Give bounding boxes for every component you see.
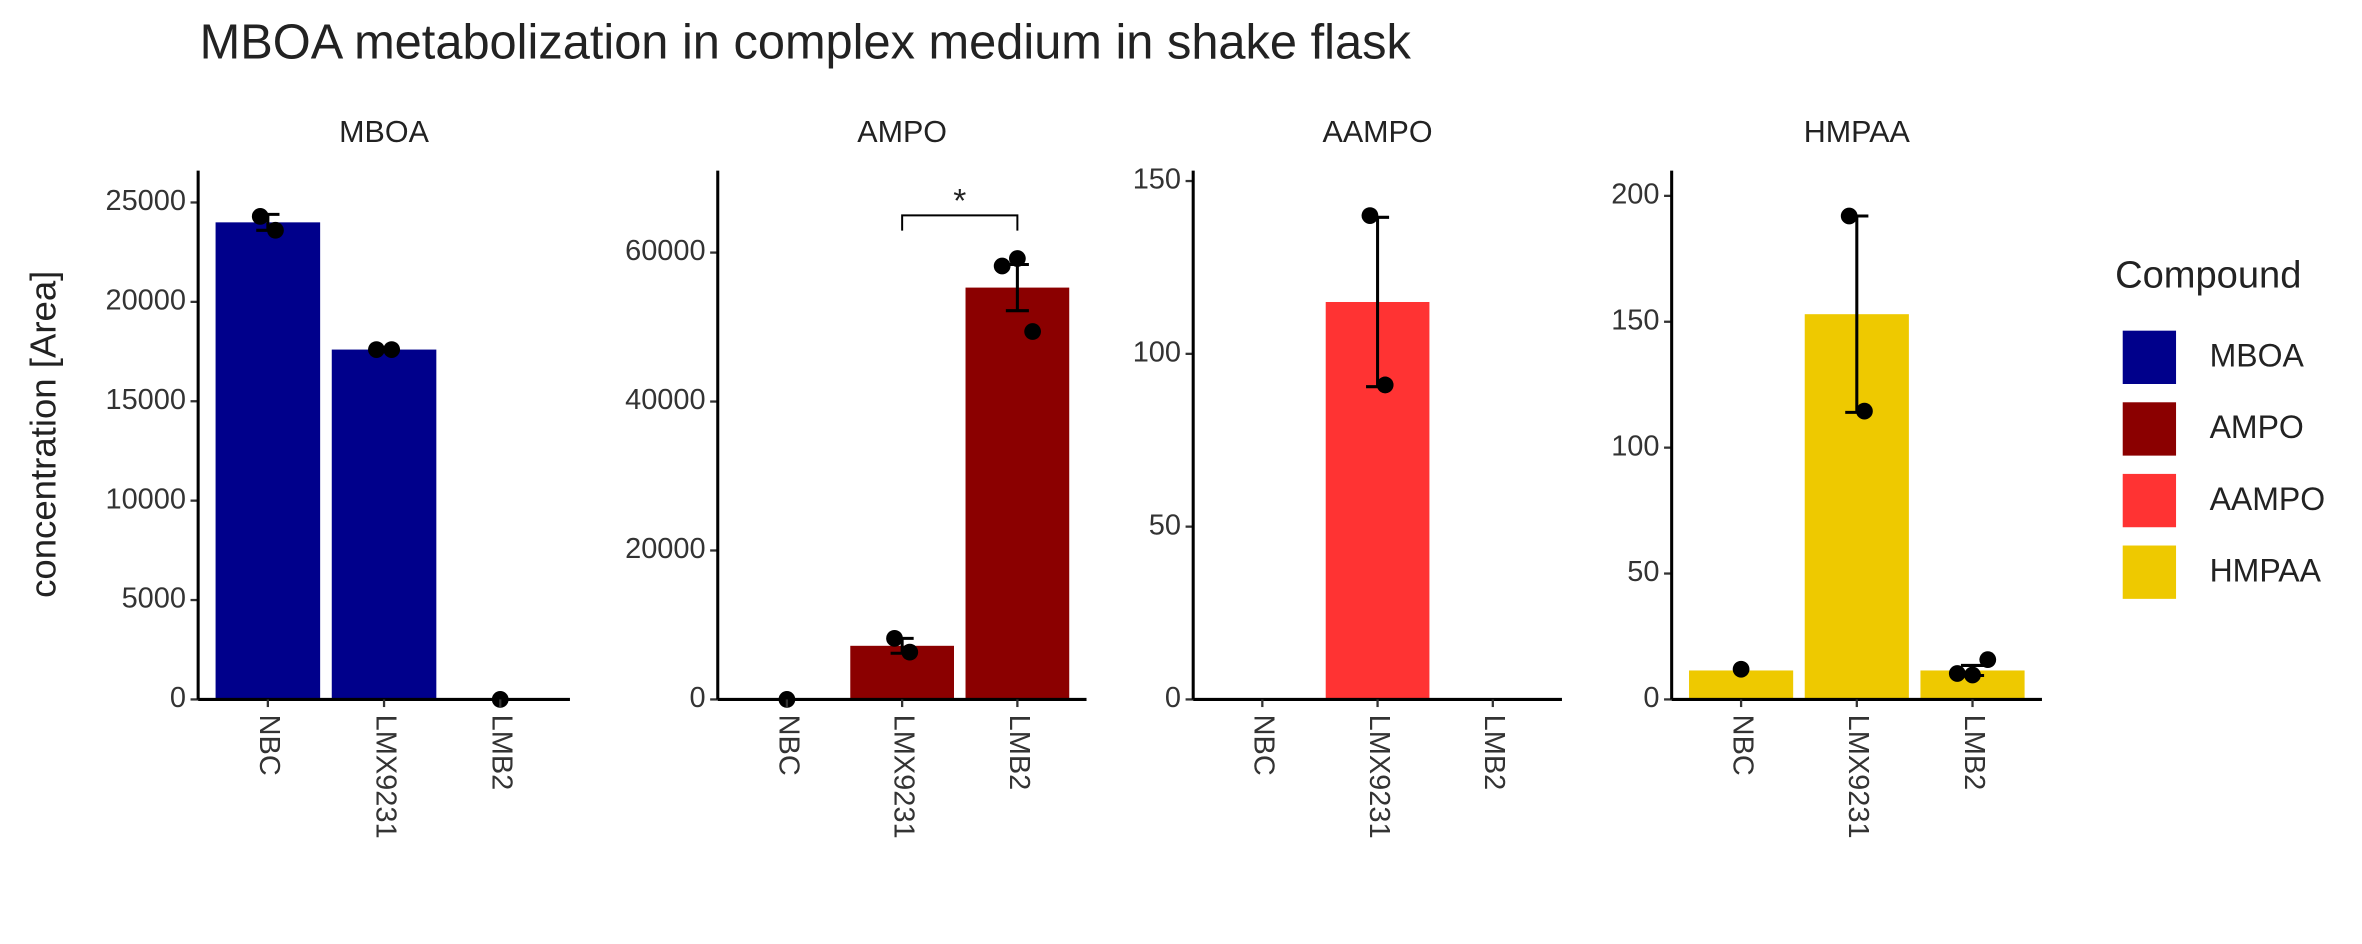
y-tick-label: 10000 xyxy=(105,483,185,515)
data-point xyxy=(1964,666,1981,684)
y-tick-label: 150 xyxy=(1133,164,1181,196)
panel-title: MBOA xyxy=(339,115,429,149)
data-point xyxy=(368,341,385,358)
x-tick-label: LMB2 xyxy=(1003,715,1035,791)
data-point xyxy=(901,643,919,661)
x-tick-label: LMB2 xyxy=(1958,715,1990,791)
x-tick-label: NBC xyxy=(253,715,285,776)
y-tick-label: 5000 xyxy=(122,583,186,615)
y-tick-label: 20000 xyxy=(625,533,705,565)
legend-swatch xyxy=(2122,330,2177,384)
x-tick-label: LMX9231 xyxy=(1842,715,1874,839)
y-tick-label: 40000 xyxy=(625,384,705,416)
x-tick-label: LMX9231 xyxy=(888,715,920,839)
y-tick-label: 25000 xyxy=(105,185,185,217)
y-tick-label: 0 xyxy=(1643,682,1659,714)
x-tick-label: LMX9231 xyxy=(369,715,401,839)
bar xyxy=(331,349,437,700)
legend-swatch xyxy=(2122,545,2177,599)
y-tick-label: 60000 xyxy=(625,235,705,267)
data-point xyxy=(1840,207,1858,225)
data-point xyxy=(267,221,284,239)
y-axis-label: concentration [Area] xyxy=(22,271,63,598)
data-point xyxy=(993,257,1011,275)
y-tick-label: 15000 xyxy=(105,384,185,416)
y-tick-label: 50 xyxy=(1627,556,1659,588)
panel-title: AMPO xyxy=(857,115,947,149)
legend-label: AAMPO xyxy=(2210,481,2326,517)
panel-title: HMPAA xyxy=(1804,115,1911,149)
data-point xyxy=(1979,651,1997,669)
significance-bracket xyxy=(901,214,1019,231)
y-tick-label: 0 xyxy=(689,682,705,714)
y-tick-label: 50 xyxy=(1149,509,1181,541)
y-tick-label: 0 xyxy=(170,682,186,714)
y-tick-label: 100 xyxy=(1611,430,1659,462)
data-point xyxy=(1024,323,1041,340)
y-tick-label: 150 xyxy=(1611,304,1659,336)
legend-label: HMPAA xyxy=(2210,552,2322,588)
legend-label: MBOA xyxy=(2210,338,2305,374)
legend-title: Compound xyxy=(2115,254,2301,296)
legend-label: AMPO xyxy=(2210,409,2304,445)
data-point xyxy=(1948,665,1966,682)
x-tick-label: NBC xyxy=(1248,715,1280,776)
bar xyxy=(965,287,1070,700)
x-tick-label: NBC xyxy=(772,715,804,776)
chart-title: MBOA metabolization in complex medium in… xyxy=(200,16,1412,70)
data-point xyxy=(1732,660,1750,678)
data-point xyxy=(1856,402,1873,420)
x-tick-label: NBC xyxy=(1726,715,1758,776)
data-point xyxy=(1009,250,1026,267)
data-point xyxy=(1376,376,1394,394)
y-tick-label: 100 xyxy=(1133,336,1181,368)
data-point xyxy=(1361,207,1379,224)
x-tick-label: LMB2 xyxy=(486,715,518,791)
x-tick-label: LMX9231 xyxy=(1363,715,1395,839)
data-point xyxy=(383,341,401,358)
significance-label: * xyxy=(953,183,966,220)
panel-title: AAMPO xyxy=(1323,115,1433,149)
legend-swatch xyxy=(2122,402,2177,456)
y-tick-label: 20000 xyxy=(105,285,185,317)
data-point xyxy=(251,208,269,225)
data-point xyxy=(886,629,903,647)
x-tick-label: LMB2 xyxy=(1478,715,1510,791)
bar xyxy=(215,222,321,700)
y-tick-label: 200 xyxy=(1611,178,1659,210)
legend-swatch xyxy=(2122,473,2177,528)
y-tick-label: 0 xyxy=(1165,682,1181,714)
